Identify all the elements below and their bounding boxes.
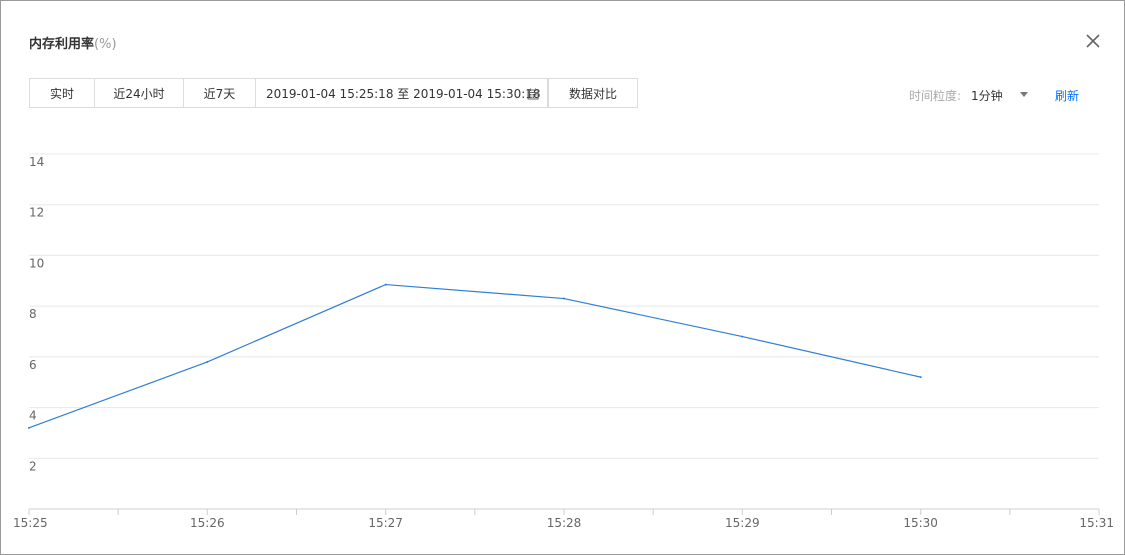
data-compare-button[interactable]: 数据对比: [548, 78, 638, 108]
y-tick-label: 6: [29, 358, 37, 372]
x-tick-label: 15:27: [368, 516, 403, 530]
y-tick-label: 2: [29, 459, 37, 473]
caret-down-icon[interactable]: [1020, 92, 1028, 97]
date-range-text: 2019-01-04 15:25:18 至 2019-01-04 15:30:1…: [266, 86, 541, 101]
realtime-button[interactable]: 实时: [29, 78, 95, 108]
calendar-icon: [527, 88, 539, 100]
x-tick-label: 15:31: [1079, 516, 1114, 530]
data-point: [741, 335, 744, 338]
y-tick-label: 8: [29, 307, 37, 321]
data-point: [384, 283, 387, 286]
dialog-title-text: 内存利用率: [29, 37, 95, 52]
dialog-title: 内存利用率(%): [29, 33, 117, 52]
last-24h-button[interactable]: 近24小时: [94, 78, 184, 108]
last-7d-button[interactable]: 近7天: [183, 78, 256, 108]
close-icon[interactable]: [1083, 31, 1103, 51]
y-tick-label: 4: [29, 409, 37, 423]
data-point: [28, 426, 30, 429]
refresh-link[interactable]: 刷新: [1055, 89, 1080, 103]
x-tick-label: 15:26: [190, 516, 225, 530]
y-tick-label: 12: [29, 206, 44, 220]
granularity-select[interactable]: 1分钟: [971, 89, 1003, 103]
x-tick-label: 15:25: [13, 516, 48, 530]
x-tick-label: 15:30: [903, 516, 938, 530]
data-point: [919, 376, 922, 379]
data-point: [206, 360, 209, 363]
date-range-picker[interactable]: 2019-01-04 15:25:18 至 2019-01-04 15:30:1…: [255, 78, 548, 108]
granularity-label: 时间粒度:: [909, 89, 962, 103]
dialog-title-unit: (%): [94, 37, 117, 52]
data-point: [563, 297, 565, 300]
x-tick-label: 15:28: [547, 516, 582, 530]
y-tick-label: 14: [29, 155, 44, 169]
time-range-toolbar: 实时 近24小时 近7天 2019-01-04 15:25:18 至 2019-…: [29, 78, 638, 108]
x-tick-label: 15:29: [725, 516, 760, 530]
y-tick-label: 10: [29, 256, 44, 270]
series-line: [28, 283, 921, 429]
